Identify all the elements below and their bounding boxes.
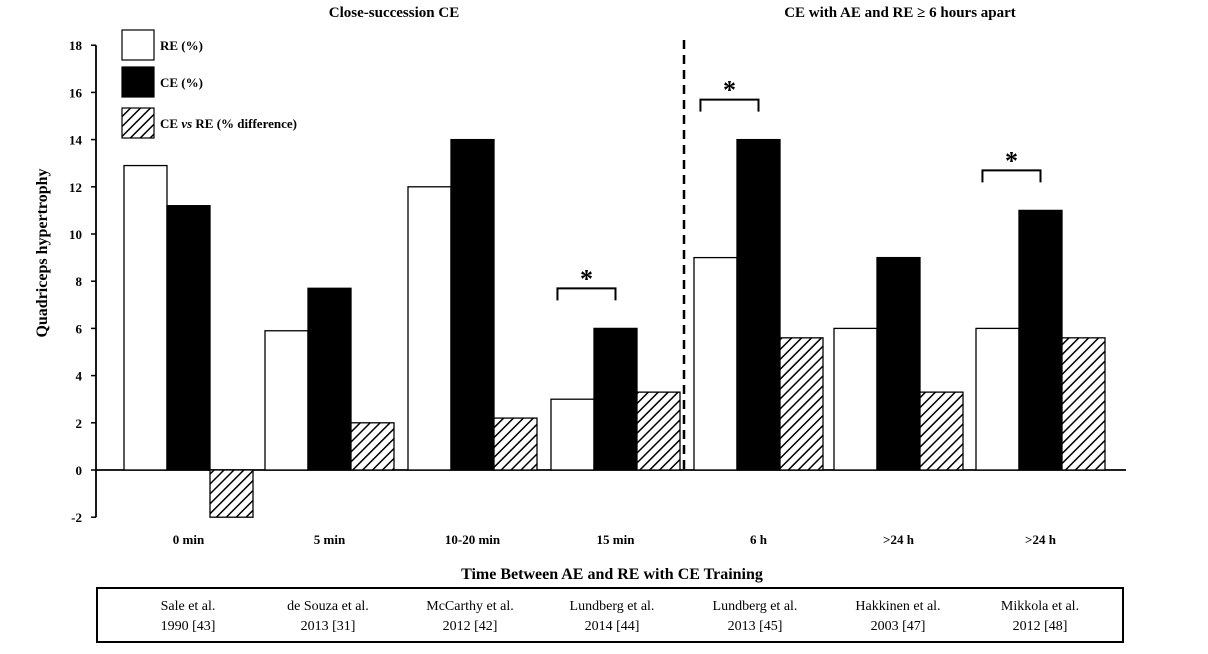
legend-label-ce: CE (%) [160, 75, 203, 90]
bar-re [550, 398, 595, 471]
study-year-ref: 2012 [48] [1013, 619, 1068, 634]
y-tick-label: 18 [69, 38, 83, 53]
study-year-ref: 2012 [42] [443, 619, 498, 634]
legend-swatch-ce [121, 66, 155, 98]
y-tick-label: 12 [69, 180, 82, 195]
bar-re [693, 256, 738, 471]
y-axis-title: Quadriceps hypertrophy [34, 168, 51, 337]
study-author: Mikkola et al. [1001, 599, 1079, 614]
bar-re [407, 186, 452, 471]
study-author: Hakkinen et al. [855, 599, 940, 614]
bar-diff [493, 417, 538, 471]
y-tick-label: 8 [76, 274, 83, 289]
study-year-ref: 2003 [47] [871, 619, 926, 634]
x-tick-labels: 0 min 5 min 10-20 min 15 min 6 h >24 h >24 h [173, 532, 1057, 547]
x-axis-title: Time Between AE and RE with CE Training [461, 566, 763, 583]
study-author: McCarthy et al. [426, 599, 513, 614]
panel-title-left: Close-succession CE [329, 5, 459, 21]
bar-re [123, 164, 168, 471]
bar-ce [736, 138, 781, 471]
significance-star: * [723, 76, 736, 105]
study-year-ref: 2013 [45] [728, 619, 783, 634]
bar-ce [593, 327, 638, 471]
study-year-ref: 1990 [43] [161, 619, 216, 634]
significance-bracket [699, 98, 760, 112]
bar-ce [1018, 209, 1063, 471]
bar-ce [450, 138, 495, 471]
study-author: Lundberg et al. [713, 599, 798, 614]
x-tick-label: 10-20 min [445, 532, 501, 547]
x-tick-label: 5 min [314, 532, 346, 547]
study-year-ref: 2014 [44] [585, 619, 640, 634]
significance-bracket [556, 287, 617, 301]
significance-star: * [1005, 146, 1018, 175]
bar-diff [636, 391, 681, 471]
bar-diff [1061, 337, 1106, 471]
x-tick-label: >24 h [883, 532, 915, 547]
y-tick-label: 6 [76, 321, 83, 336]
panel-title-right: CE with AE and RE ≥ 6 hours apart [784, 5, 1016, 21]
y-tick-label: 0 [76, 463, 83, 478]
y-tick-label: -2 [71, 510, 82, 525]
bar-re [833, 327, 878, 471]
x-tick-label: >24 h [1025, 532, 1057, 547]
y-tick-label: 2 [76, 416, 83, 431]
bar-ce [876, 256, 921, 471]
bar-re [975, 327, 1020, 471]
bar-re [264, 330, 309, 471]
legend: RE (%) CE (%) CE vs RE (% difference) [121, 29, 297, 139]
y-tick-label: 16 [69, 85, 83, 100]
significance-bracket [981, 169, 1042, 183]
y-tick-label: 14 [69, 133, 83, 148]
y-tick-label: 10 [69, 227, 82, 242]
x-tick-label: 15 min [597, 532, 636, 547]
y-tick-label: 4 [76, 369, 83, 384]
legend-label-diff: CE vs RE (% difference) [160, 116, 297, 131]
legend-swatch-re [121, 29, 155, 61]
studies-row: Sale et al. 1990 [43] de Souza et al. 2013 … [161, 599, 1079, 634]
bar-ce [307, 287, 352, 471]
study-author: de Souza et al. [287, 599, 369, 614]
x-tick-label: 6 h [750, 532, 768, 547]
studies-box [96, 587, 1124, 643]
legend-swatch-diff [121, 107, 155, 139]
x-tick-label: 0 min [173, 532, 205, 547]
bar-diff [779, 337, 824, 471]
study-author: Lundberg et al. [570, 599, 655, 614]
bar-ce [166, 205, 211, 471]
study-author: Sale et al. [161, 599, 216, 614]
bar-diff [209, 469, 254, 518]
significance-markers: * * * [556, 76, 1042, 301]
legend-label-re: RE (%) [160, 38, 203, 53]
bars [123, 138, 1106, 518]
bar-diff [919, 391, 964, 471]
significance-star: * [580, 264, 593, 293]
bar-diff [350, 422, 395, 471]
study-year-ref: 2013 [31] [301, 619, 356, 634]
